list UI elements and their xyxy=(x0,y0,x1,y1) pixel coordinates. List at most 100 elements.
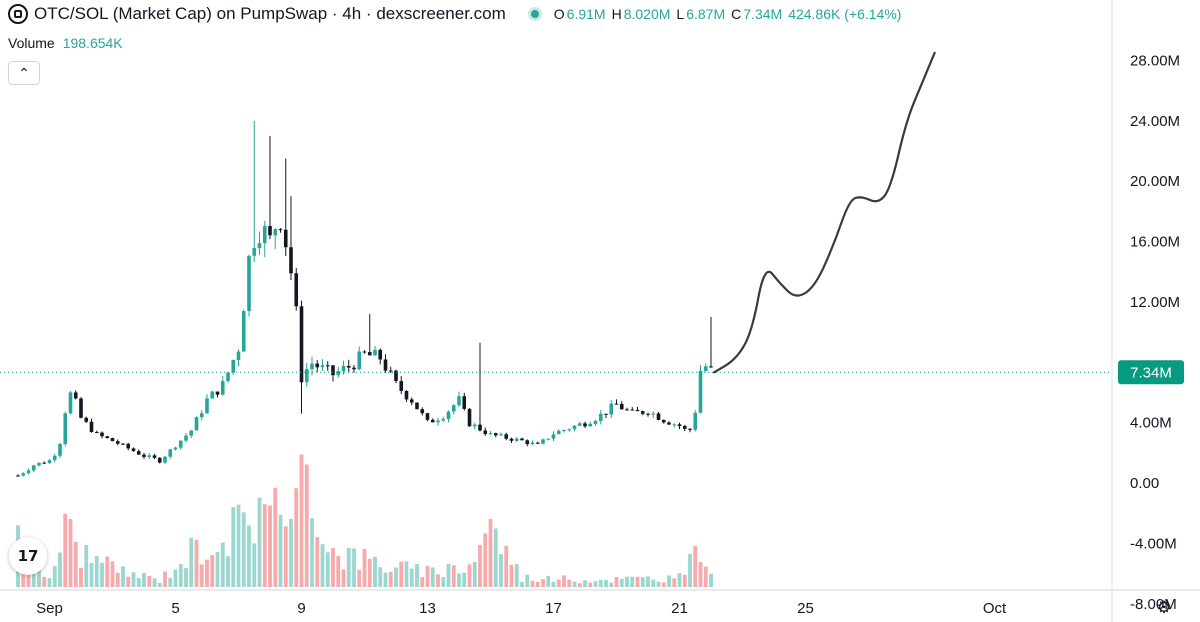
high-value: 8.020M xyxy=(623,6,671,22)
volume-bar xyxy=(625,576,629,587)
candle-body xyxy=(341,365,346,372)
volume-bar xyxy=(703,566,708,587)
volume-bar xyxy=(399,561,404,587)
volume-bar xyxy=(121,566,125,587)
volume-legend: Volume 198.654K xyxy=(8,35,123,51)
volume-bar xyxy=(315,537,320,587)
candle-body xyxy=(310,363,314,370)
high-label: H xyxy=(611,6,622,22)
candle-body xyxy=(273,229,278,236)
candle-body xyxy=(525,440,530,445)
candle-body xyxy=(84,417,89,422)
volume-bar xyxy=(278,514,283,587)
candle-body xyxy=(21,473,26,476)
candle-body xyxy=(147,455,152,457)
volume-bar xyxy=(619,578,624,587)
volume-bar xyxy=(677,573,682,587)
volume-bar xyxy=(89,562,94,587)
volume-bar xyxy=(635,576,640,587)
volume-bar xyxy=(656,581,661,587)
candle-body xyxy=(294,273,299,307)
volume-bar xyxy=(100,562,104,587)
candle-body xyxy=(499,434,503,436)
change-value: 424.86K (+6.14%) xyxy=(788,6,902,22)
candle-body xyxy=(546,438,551,440)
y-tick-label: 24.00M xyxy=(1130,113,1180,130)
candle-body xyxy=(336,371,341,376)
volume-bar xyxy=(709,573,713,587)
volume-bar xyxy=(73,541,78,587)
candle-body xyxy=(215,391,220,395)
volume-bar xyxy=(525,574,530,587)
volume-bar xyxy=(478,544,482,587)
candle-body xyxy=(677,424,682,427)
volume-bar xyxy=(583,580,587,587)
candle-body xyxy=(241,311,246,352)
candle-body xyxy=(625,409,629,411)
volume-histogram xyxy=(16,454,713,587)
collapse-legend-button[interactable]: ⌃ xyxy=(8,61,40,85)
volume-bar xyxy=(168,577,173,587)
status-dot-icon xyxy=(527,7,542,21)
volume-bar xyxy=(520,581,524,587)
volume-bar xyxy=(577,583,582,587)
volume-bar xyxy=(551,582,556,587)
candle-body xyxy=(236,351,241,360)
candle-body xyxy=(430,419,435,423)
candle-body xyxy=(262,226,267,244)
gear-icon[interactable]: ⚙ xyxy=(1156,598,1172,618)
volume-bar xyxy=(304,464,309,587)
candle-body xyxy=(352,367,356,370)
tradingview-logo-icon[interactable]: 17 xyxy=(9,537,47,575)
candle-body xyxy=(651,413,656,415)
candle-body xyxy=(136,451,141,455)
projection-path xyxy=(713,51,936,374)
candle-body xyxy=(73,392,78,399)
candle-body xyxy=(577,423,582,426)
low-value: 6.87M xyxy=(686,6,726,22)
volume-bar xyxy=(136,578,141,587)
volume-bar xyxy=(115,572,120,587)
volume-bar xyxy=(236,504,241,587)
volume-bar xyxy=(472,561,477,587)
volume-bar xyxy=(535,581,540,587)
candle-body xyxy=(325,365,330,367)
volume-bar xyxy=(388,571,393,587)
candle-body xyxy=(672,424,677,426)
candle-body xyxy=(247,255,251,312)
volume-bar xyxy=(220,542,225,587)
price-axis: 28.00M 24.00M 20.00M 16.00M 12.00M 4.00M 0.00 -… xyxy=(1130,52,1180,612)
candle-body xyxy=(373,349,377,356)
candle-body xyxy=(656,413,661,420)
candle-body xyxy=(388,370,393,372)
candle-body xyxy=(257,243,262,249)
volume-bar xyxy=(541,579,545,587)
candle-body xyxy=(210,391,215,399)
volume-bar xyxy=(404,561,409,587)
low-label: L xyxy=(676,6,685,22)
symbol-icon[interactable] xyxy=(8,4,28,24)
candle-body xyxy=(184,435,188,441)
y-tick-label: -8.00M xyxy=(1130,596,1177,613)
volume-bar xyxy=(184,568,188,587)
volume-bar xyxy=(462,572,467,587)
last-price-tag xyxy=(1118,360,1184,385)
candle-body xyxy=(378,349,383,360)
candle-body xyxy=(462,396,467,409)
projection-line xyxy=(713,51,936,374)
candle-body xyxy=(688,428,692,430)
candle-body xyxy=(157,457,162,463)
candle-body xyxy=(703,366,708,371)
volume-bar xyxy=(630,576,635,587)
candle-body xyxy=(535,442,540,444)
volume-bar xyxy=(698,562,703,587)
candle-body xyxy=(357,351,362,370)
candle-body xyxy=(425,413,430,420)
candle-body xyxy=(693,412,698,430)
volume-bar xyxy=(509,564,514,587)
candle-body xyxy=(315,363,320,368)
candle-body xyxy=(173,447,178,450)
candle-body xyxy=(467,408,472,427)
x-tick-label: 5 xyxy=(171,600,179,617)
